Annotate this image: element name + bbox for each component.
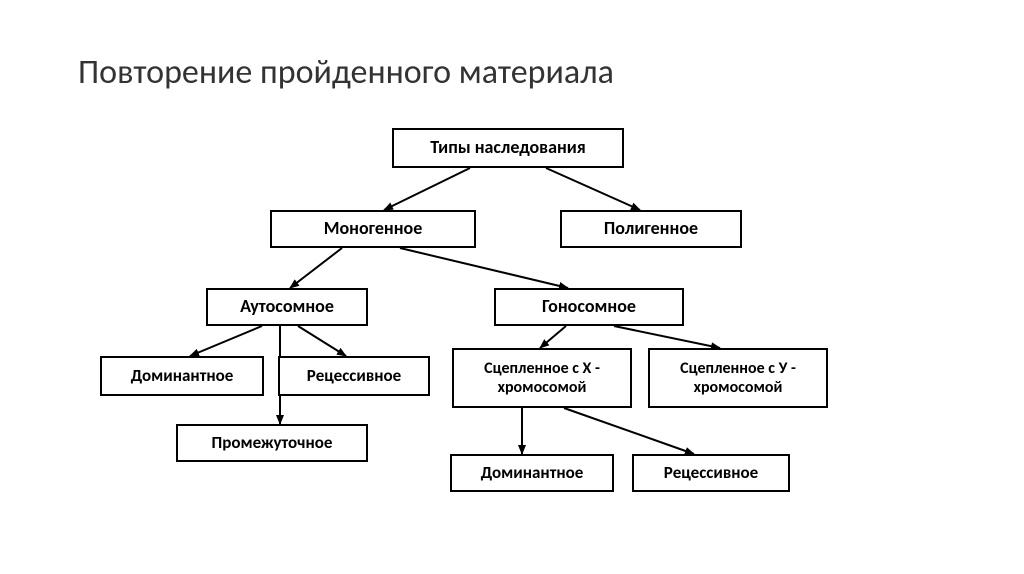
node-inter: Промежуточное (176, 424, 368, 462)
node-label: Доминантное (125, 366, 240, 386)
node-auto: Аутосомное (206, 288, 368, 326)
edge-gono-ylink (614, 326, 720, 348)
node-label: Моногенное (318, 218, 429, 240)
node-label: Доминантное (475, 463, 590, 483)
node-gono: Гоносомное (494, 288, 684, 326)
node-label: Сцепленное с Х - хромосомой (454, 359, 630, 397)
edge-mono-auto (290, 248, 342, 288)
node-rec2: Рецессивное (632, 454, 790, 492)
edge-mono-gono (400, 248, 568, 288)
node-ylink: Сцепленное с У - хромосомой (648, 348, 828, 408)
edge-gono-xlink (540, 326, 566, 348)
node-dom1: Доминантное (100, 356, 264, 396)
node-label: Рецессивное (658, 463, 764, 483)
node-label: Аутосомное (234, 296, 340, 318)
node-label: Рецессивное (301, 366, 407, 386)
node-dom2: Доминантное (450, 454, 614, 492)
node-label: Промежуточное (206, 433, 339, 453)
node-root: Типы наследования (392, 128, 624, 168)
node-label: Сцепленное с У - хромосомой (650, 359, 826, 397)
node-xlink: Сцепленное с Х - хромосомой (452, 348, 632, 408)
node-label: Полигенное (598, 218, 704, 240)
node-rec1: Рецессивное (278, 356, 430, 396)
edge-xlink-rec2 (564, 408, 694, 454)
page-title: Повторение пройденного материала (78, 52, 614, 93)
edge-auto-dom1 (190, 326, 262, 356)
edge-root-poly (546, 168, 640, 210)
node-mono: Моногенное (270, 210, 476, 248)
node-poly: Полигенное (560, 210, 742, 248)
node-label: Типы наследования (424, 137, 592, 159)
node-label: Гоносомное (536, 296, 642, 318)
edge-root-mono (384, 168, 470, 210)
edge-auto-rec1 (298, 326, 346, 356)
